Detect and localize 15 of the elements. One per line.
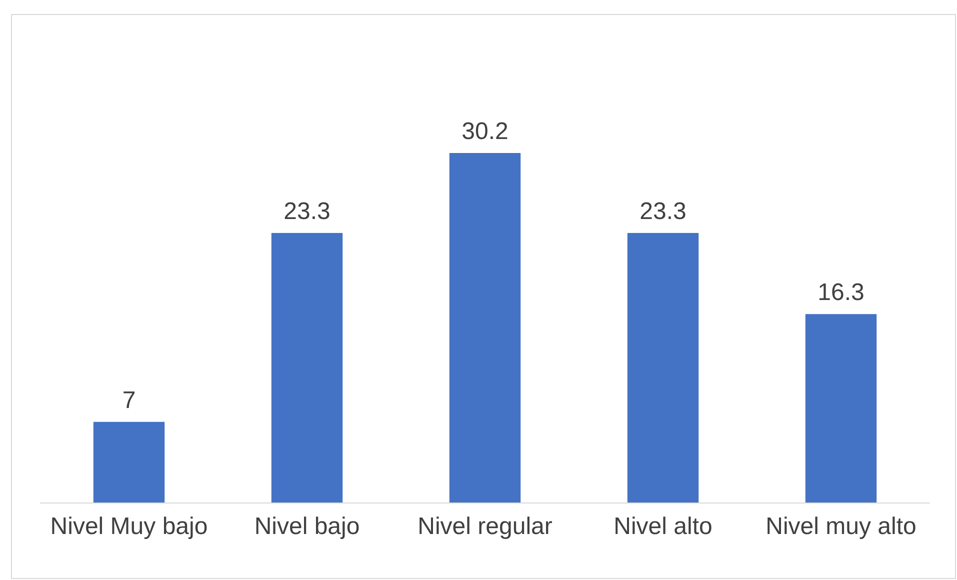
data-label: 30.2: [462, 118, 508, 145]
x-tick-label: Nivel regular: [418, 513, 552, 540]
bar: [805, 314, 877, 503]
x-tick-label: Nivel muy alto: [766, 513, 916, 540]
bar: [93, 422, 165, 503]
x-tick-label: Nivel Muy bajo: [50, 513, 208, 540]
bar: [627, 232, 699, 503]
x-tick-label: Nivel bajo: [254, 513, 360, 540]
bar: [449, 153, 521, 503]
data-label: 23.3: [640, 198, 686, 225]
data-label: 23.3: [284, 198, 330, 225]
bar: [271, 232, 343, 503]
data-label: 16.3: [818, 279, 864, 306]
x-tick-label: Nivel alto: [614, 513, 712, 540]
data-label: 7: [122, 386, 136, 414]
